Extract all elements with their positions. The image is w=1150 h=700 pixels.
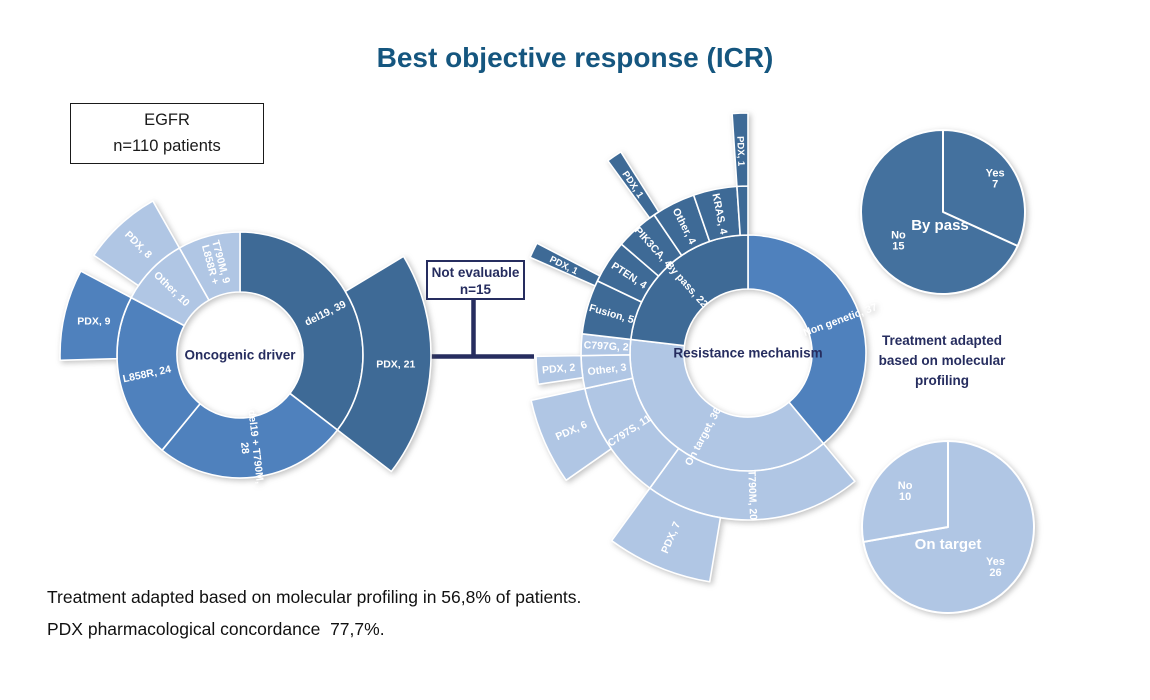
seg-del19 — [239, 231, 364, 431]
slice-on-target-no — [861, 440, 949, 543]
annotation-line-1: Treatment adapted — [881, 333, 1003, 348]
not-evaluable-n: n=15 — [459, 282, 492, 297]
ext-pdx-8 — [92, 200, 181, 287]
ext-pdx-6 — [530, 387, 613, 482]
slice-bypass-yes — [942, 129, 1026, 248]
footer-profiling-text: Treatment adapted based on molecular pro… — [47, 587, 582, 607]
seg-del19-t790m — [161, 392, 339, 479]
not-evaluable-box: Not evaluable n=15 — [426, 260, 525, 300]
ext-pdx-1-left — [529, 242, 601, 287]
seg-non-genetic — [747, 234, 867, 445]
wedge-label: T790M, 20 — [745, 470, 759, 521]
wedge-label: PDX, 21 — [376, 358, 415, 370]
ext-pdx-1-top — [731, 112, 749, 188]
ext-pdx-9 — [59, 270, 132, 362]
egfr-label: EGFR — [144, 111, 190, 129]
seg-l858r-t790m — [178, 231, 241, 301]
footer-concordance-text: PDX pharmacological concordance 77,7%. — [47, 619, 385, 639]
wedge-label: Other, 3 — [587, 361, 627, 378]
annotation-line-2: based on molecular — [878, 353, 1006, 368]
wedge-label: No 15 — [891, 230, 906, 253]
egfr-cohort-box: EGFR n=110 patients — [70, 103, 264, 164]
annotation-line-3: profiling — [915, 373, 969, 388]
connector — [425, 296, 534, 359]
ext-pdx-1-mid — [606, 151, 660, 219]
wedge-label: Yes 26 — [986, 556, 1005, 579]
resistance-mechanism-center-label: Resistance mechanism — [673, 345, 823, 361]
ext-pdx-7 — [610, 487, 722, 583]
wedge-label: PDX, 1 — [734, 136, 746, 167]
bypass-pie: Yes 7 No 15 By pass — [860, 129, 1026, 295]
on-target-pie: Yes 26 No 10 On target — [861, 440, 1035, 614]
not-evaluable-label: Not evaluable — [431, 265, 520, 280]
wedge-label: No 10 — [898, 480, 913, 503]
slice-bypass-no — [860, 129, 1019, 295]
wedge-label: Yes 7 — [986, 167, 1005, 190]
treatment-adapted-annotation: Treatment adapted based on molecular pro… — [866, 331, 1018, 391]
on-target-pie-center-label: On target — [915, 536, 982, 553]
wedge-label: C797G, 2 — [583, 339, 629, 353]
egfr-n-patients: n=110 patients — [113, 137, 221, 155]
wedge-label: PDX, 9 — [77, 316, 110, 328]
oncogenic-driver-center-label: Oncogenic driver — [184, 347, 296, 363]
ext-pdx-2 — [535, 354, 584, 386]
bypass-pie-center-label: By pass — [911, 217, 969, 234]
ext-pdx-21 — [336, 255, 432, 473]
wedge-label: PDX, 2 — [542, 362, 576, 377]
figure-title: Best objective response (ICR) — [376, 42, 774, 73]
